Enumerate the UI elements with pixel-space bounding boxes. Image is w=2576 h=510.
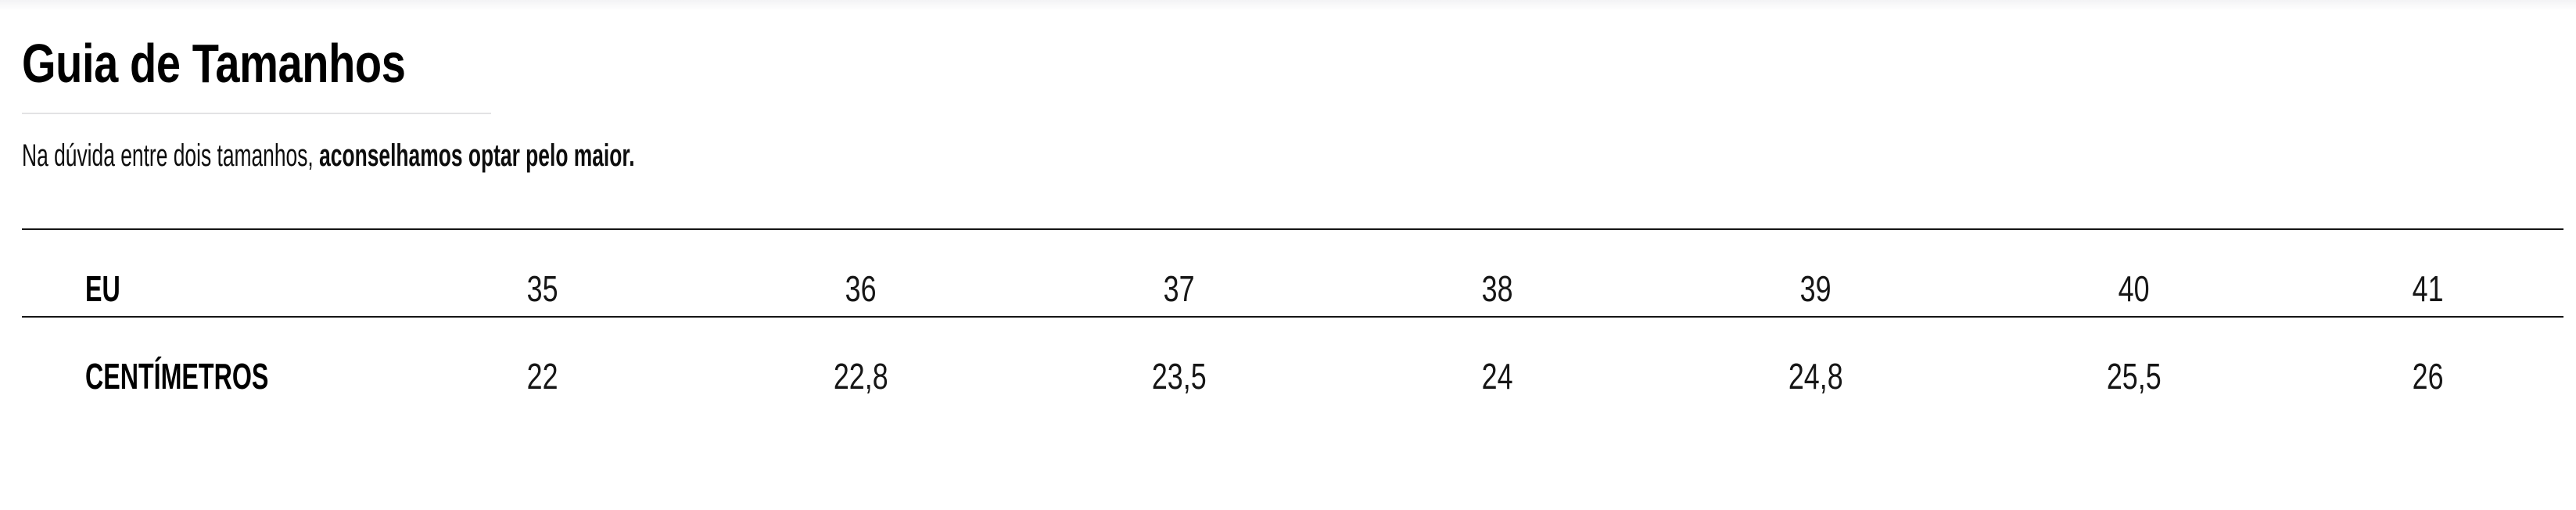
row-label-eu: EU — [85, 268, 120, 309]
table-row-centimeters: CENTÍMETROS 22 22,8 23,5 24 24,8 25,5 26 — [22, 317, 2563, 404]
page-title: Guia de Tamanhos — [22, 33, 406, 94]
row-label-centimeters: CENTÍMETROS — [85, 356, 269, 397]
eu-size-cell: 36 — [845, 268, 877, 309]
cm-size-cell: 22,8 — [833, 356, 888, 397]
size-table: EU 35 36 37 38 39 40 41 CENTÍMETROS 22 2… — [22, 228, 2563, 404]
title-divider — [22, 113, 491, 114]
cm-size-cell: 26 — [2413, 356, 2444, 397]
size-advice-note: Na dúvida entre dois tamanhos, aconselha… — [22, 138, 1693, 174]
size-advice-note-regular: Na dúvida entre dois tamanhos, — [22, 138, 320, 173]
cm-size-cell: 23,5 — [1151, 356, 1207, 397]
eu-size-cell: 38 — [1481, 268, 1513, 309]
cm-size-cell: 22 — [526, 356, 558, 397]
eu-size-cell: 37 — [1163, 268, 1195, 309]
eu-size-cell: 41 — [2413, 268, 2444, 309]
eu-size-cell: 35 — [526, 268, 558, 309]
eu-size-cell: 39 — [1799, 268, 1832, 309]
eu-size-cell: 40 — [2118, 268, 2150, 309]
cm-size-cell: 24 — [1481, 356, 1513, 397]
cm-size-cell: 25,5 — [2106, 356, 2162, 397]
size-advice-note-bold: aconselhamos optar pelo maior. — [319, 138, 635, 173]
size-guide-panel: Guia de Tamanhos Na dúvida entre dois ta… — [22, 33, 2563, 404]
table-row-eu: EU 35 36 37 38 39 40 41 — [22, 229, 2563, 317]
cm-size-cell: 24,8 — [1788, 356, 1843, 397]
